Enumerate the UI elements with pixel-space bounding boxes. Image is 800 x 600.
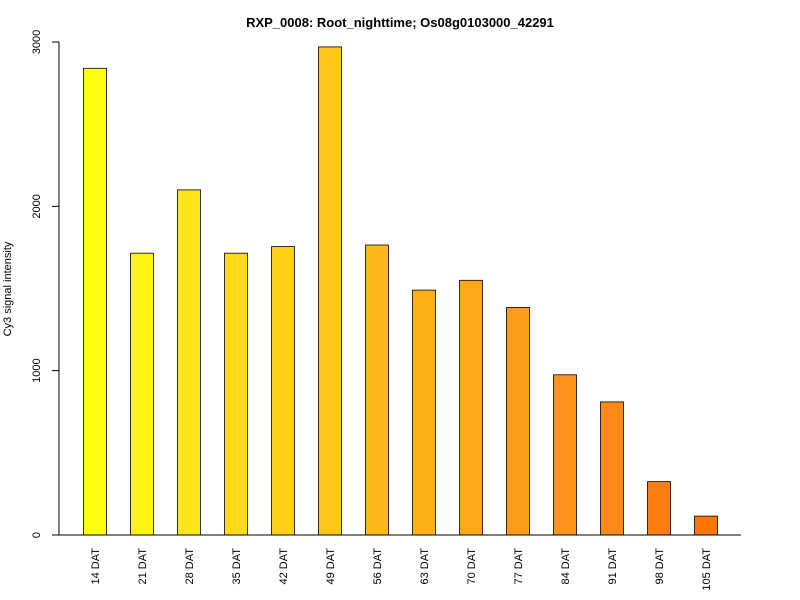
bars-group (84, 47, 718, 535)
bar (648, 482, 671, 535)
bar (178, 190, 201, 535)
y-axis-label: Cy3 signal intensity (2, 241, 14, 336)
x-tick-label: 49 DAT (325, 548, 337, 585)
bar (554, 375, 577, 535)
bar (84, 68, 107, 535)
bar (413, 290, 436, 535)
bar (131, 253, 154, 535)
bar-chart: RXP_0008: Root_nighttime; Os08g0103000_4… (0, 0, 800, 600)
x-tick-label: 56 DAT (372, 548, 384, 585)
bar (272, 247, 295, 535)
x-tick-label: 98 DAT (654, 548, 666, 585)
x-tick-label: 63 DAT (419, 548, 431, 585)
bar (366, 245, 389, 535)
x-tick-label: 77 DAT (513, 548, 525, 585)
y-axis: 0 1000 2000 3000 (31, 30, 59, 538)
x-tick-label: 28 DAT (184, 548, 196, 585)
bar (319, 47, 342, 535)
x-tick-label: 14 DAT (90, 548, 102, 585)
bar (507, 307, 530, 535)
bar (225, 253, 248, 535)
y-tick-label: 3000 (31, 30, 43, 54)
y-tick-label: 2000 (31, 194, 43, 218)
x-tick-label: 105 DAT (701, 548, 713, 591)
bar (695, 516, 718, 535)
x-tick-label: 70 DAT (466, 548, 478, 585)
x-tick-label: 21 DAT (137, 548, 149, 585)
y-tick-label: 1000 (31, 358, 43, 382)
x-tick-label: 42 DAT (278, 548, 290, 585)
x-tick-label: 35 DAT (231, 548, 243, 585)
bar (601, 402, 624, 535)
bar (460, 280, 483, 535)
x-tick-label: 91 DAT (607, 548, 619, 585)
chart-title: RXP_0008: Root_nighttime; Os08g0103000_4… (246, 15, 554, 30)
x-axis: 14 DAT 21 DAT 28 DAT 35 DAT 42 DAT 49 DAT 56 D… (59, 535, 741, 591)
x-tick-label: 84 DAT (560, 548, 572, 585)
y-tick-label: 0 (31, 532, 43, 538)
chart-root: RXP_0008: Root_nighttime; Os08g0103000_4… (0, 0, 800, 600)
